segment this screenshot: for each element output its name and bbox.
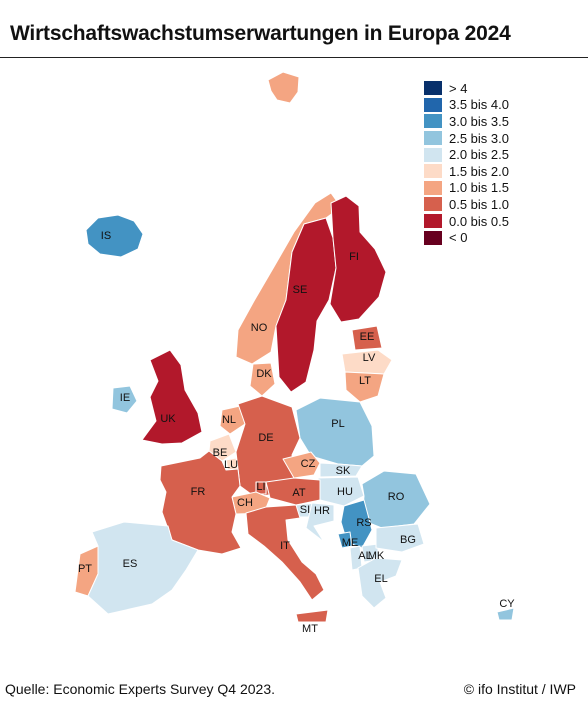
country-label-se: SE xyxy=(293,284,308,296)
country-label-uk: UK xyxy=(160,413,176,425)
country-LV[interactable] xyxy=(341,349,393,375)
country-EL[interactable] xyxy=(357,557,403,609)
legend-label: > 4 xyxy=(449,80,468,96)
legend-item: 2.0 bis 2.5 xyxy=(424,146,509,163)
country-UK[interactable] xyxy=(141,349,203,445)
legend-label: < 0 xyxy=(449,230,468,246)
legend-label: 2.0 bis 2.5 xyxy=(449,147,509,163)
legend-swatch xyxy=(424,131,442,146)
legend-swatch xyxy=(424,197,442,212)
country-BG[interactable] xyxy=(375,523,425,553)
country-label-cy: CY xyxy=(499,598,515,610)
country-label-hu: HU xyxy=(337,486,353,498)
country-label-dk: DK xyxy=(256,368,272,380)
legend-swatch xyxy=(424,180,442,195)
country-label-no: NO xyxy=(251,322,268,334)
country-label-pt: PT xyxy=(78,563,92,575)
country-LT[interactable] xyxy=(344,371,385,403)
legend-label: 2.5 bis 3.0 xyxy=(449,130,509,146)
country-label-mt: MT xyxy=(302,623,318,635)
legend-swatch xyxy=(424,114,442,129)
country-BE[interactable] xyxy=(208,433,237,462)
country-label-ie: IE xyxy=(120,392,130,404)
legend-label: 3.5 bis 4.0 xyxy=(449,97,509,113)
country-EE[interactable] xyxy=(351,325,383,351)
country-label-li: LI xyxy=(256,481,265,493)
country-IE[interactable] xyxy=(111,385,138,414)
legend-swatch xyxy=(424,214,442,229)
country-label-si: SI xyxy=(300,504,310,516)
country-label-es: ES xyxy=(123,558,138,570)
legend-item: 1.5 bis 2.0 xyxy=(424,163,509,180)
legend-label: 1.5 bis 2.0 xyxy=(449,163,509,179)
title-divider xyxy=(0,57,588,58)
country-FI[interactable] xyxy=(329,195,387,323)
country-label-it: IT xyxy=(280,540,290,552)
legend-item: 0.0 bis 0.5 xyxy=(424,213,509,230)
country-label-nl: NL xyxy=(222,414,236,426)
country-label-ee: EE xyxy=(360,331,375,343)
legend-item: < 0 xyxy=(424,229,509,246)
country-label-me: ME xyxy=(342,537,359,549)
country-label-lu: LU xyxy=(224,459,238,471)
country-IS[interactable] xyxy=(85,214,144,258)
legend-label: 3.0 bis 3.5 xyxy=(449,113,509,129)
legend-label: 1.0 bis 1.5 xyxy=(449,180,509,196)
country-label-el: EL xyxy=(374,573,387,585)
country-MT[interactable] xyxy=(295,609,329,623)
country-label-sk: SK xyxy=(336,465,351,477)
legend-label: 0.5 bis 1.0 xyxy=(449,196,509,212)
country-label-lt: LT xyxy=(359,375,371,387)
country-label-be: BE xyxy=(213,447,228,459)
country-CY[interactable] xyxy=(496,607,515,621)
legend-item: 0.5 bis 1.0 xyxy=(424,196,509,213)
country-label-is: IS xyxy=(101,230,111,242)
country-label-fi: FI xyxy=(349,251,359,263)
legend-item: 3.5 bis 4.0 xyxy=(424,97,509,114)
country-label-al: AL xyxy=(358,550,371,562)
country-label-rs: RS xyxy=(356,517,371,529)
country-CZ[interactable] xyxy=(282,451,321,479)
country-label-cz: CZ xyxy=(301,458,316,470)
map-title: Wirtschaftswachstumserwartungen in Europ… xyxy=(10,22,511,45)
legend-item: 2.5 bis 3.0 xyxy=(424,130,509,147)
country-label-ro: RO xyxy=(388,491,405,503)
legend-swatch xyxy=(424,147,442,162)
legend-item: 1.0 bis 1.5 xyxy=(424,180,509,197)
country-label-bg: BG xyxy=(400,534,416,546)
country-label-mk: MK xyxy=(368,550,385,562)
country-FR[interactable] xyxy=(159,450,242,555)
country-SE[interactable] xyxy=(275,217,337,393)
legend-item: > 4 xyxy=(424,80,509,97)
country-IT[interactable] xyxy=(245,504,325,601)
legend: > 4 3.5 bis 4.0 3.0 bis 3.5 2.5 bis 3.0 2.0 … xyxy=(424,80,509,246)
country-HR[interactable] xyxy=(305,502,335,543)
source-note: Quelle: Economic Experts Survey Q4 2023. xyxy=(5,681,276,697)
country-DK[interactable] xyxy=(249,362,276,397)
country-SK[interactable] xyxy=(319,462,363,478)
legend-swatch xyxy=(424,97,442,112)
country-label-pl: PL xyxy=(331,418,344,430)
country-ME[interactable] xyxy=(337,531,353,549)
country-label-at: AT xyxy=(292,487,306,499)
legend-swatch xyxy=(424,81,442,96)
country-label-fr: FR xyxy=(191,486,206,498)
country-LI[interactable] xyxy=(255,481,267,495)
country-SJ[interactable] xyxy=(267,71,300,104)
credit-note: © ifo Institut / IWP xyxy=(463,681,576,697)
legend-label: 0.0 bis 0.5 xyxy=(449,213,509,229)
legend-swatch xyxy=(424,164,442,179)
country-label-de: DE xyxy=(258,432,273,444)
country-NL[interactable] xyxy=(219,405,246,435)
country-label-ch: CH xyxy=(237,497,253,509)
legend-swatch xyxy=(424,230,442,245)
legend-item: 3.0 bis 3.5 xyxy=(424,113,509,130)
country-label-lv: LV xyxy=(363,352,376,364)
country-PL[interactable] xyxy=(295,397,375,467)
country-label-hr: HR xyxy=(314,505,330,517)
country-ES[interactable] xyxy=(87,521,199,615)
